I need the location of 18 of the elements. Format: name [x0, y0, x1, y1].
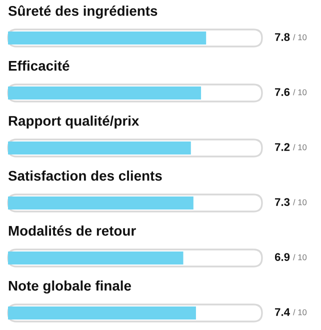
text: / 10	[293, 34, 307, 40]
data-label: 7.3	[275, 198, 290, 206]
text: / 10	[293, 144, 307, 150]
y-tick-label: Sûreté des ingrédients	[8, 5, 158, 19]
data-label: 7.4	[275, 308, 290, 316]
data-label: 7.2	[275, 143, 290, 151]
text: / 10	[293, 199, 307, 206]
y-tick-label: Efficacité	[8, 60, 70, 71]
y-tick-label: Rapport qualité/prix	[8, 115, 140, 129]
text: / 10	[293, 309, 307, 316]
data-label: 7.6	[275, 88, 290, 96]
text: / 10	[293, 254, 307, 260]
data-label: 7.8	[275, 33, 290, 41]
y-tick-label: Modalités de retour	[8, 225, 136, 236]
text: / 10	[293, 89, 307, 96]
data-label: 6.9	[274, 253, 290, 261]
y-tick-label: Note globale finale	[8, 280, 131, 294]
y-tick-label: Satisfaction des clients	[8, 170, 162, 181]
